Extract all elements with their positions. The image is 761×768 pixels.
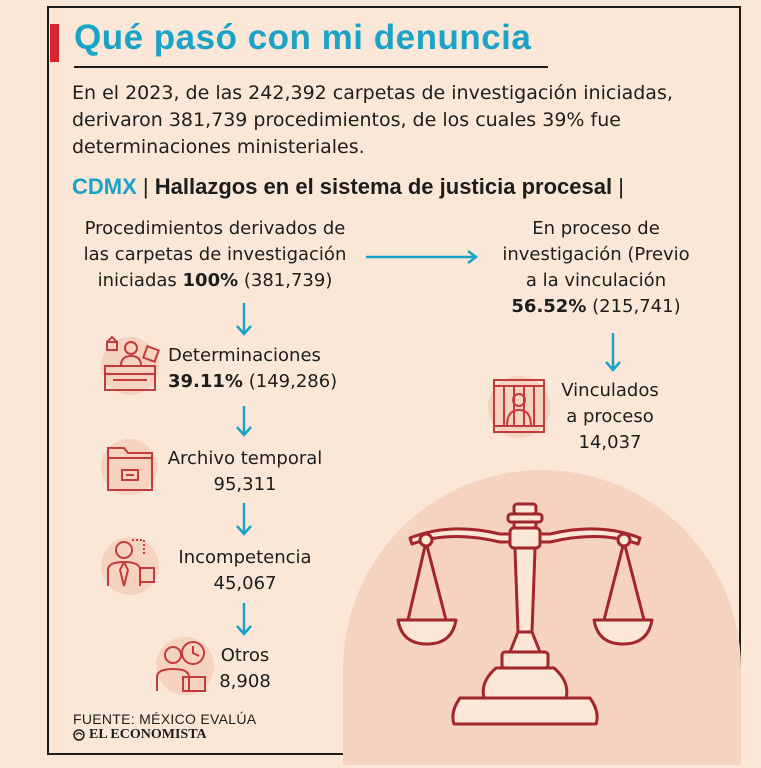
incompetencia-value: 45,067 bbox=[213, 573, 277, 594]
desk-worker-icon bbox=[104, 335, 160, 391]
determinaciones-value: (149,286) bbox=[248, 371, 338, 392]
footer-source: FUENTE: MÉXICO EVALÚA bbox=[73, 711, 257, 727]
node-root-line3: iniciadas bbox=[97, 270, 183, 291]
subhead-heading: Hallazgos en el sistema de justicia proc… bbox=[154, 174, 613, 199]
otros-label: Otros bbox=[220, 645, 270, 666]
node-proceso: En proceso de investigación (Previo a la… bbox=[488, 216, 704, 320]
archivo-label: Archivo temporal bbox=[167, 448, 323, 469]
jail-icon bbox=[493, 379, 545, 433]
vinculados-line1: Vinculados bbox=[561, 380, 659, 401]
node-root-pct: 100% bbox=[182, 270, 239, 291]
title-underline bbox=[74, 66, 548, 68]
archivo-value: 95,311 bbox=[213, 474, 277, 495]
node-determinaciones: Determinaciones 39.11% (149,286) bbox=[168, 343, 368, 395]
brand-logo-icon bbox=[73, 729, 85, 741]
subhead-trailing: | bbox=[618, 174, 624, 199]
node-archivo: Archivo temporal 95,311 bbox=[160, 446, 330, 498]
footer-brand-name: EL ECONOMISTA bbox=[89, 727, 207, 742]
node-proceso-value: (215,741) bbox=[592, 296, 681, 317]
clock-person-icon bbox=[156, 641, 206, 692]
subhead-place: CDMX bbox=[72, 174, 137, 199]
footer-brand: EL ECONOMISTA bbox=[73, 727, 207, 743]
node-proceso-line1: En proceso de bbox=[532, 218, 660, 239]
determinaciones-label: Determinaciones bbox=[168, 345, 321, 366]
node-proceso-line3: a la vinculación bbox=[525, 270, 667, 291]
node-vinculados: Vinculados a proceso 14,037 bbox=[548, 378, 672, 456]
incompetencia-label: Incompetencia bbox=[178, 547, 312, 568]
file-folder-icon bbox=[107, 447, 153, 491]
node-root-line2: las carpetas de investigación bbox=[83, 244, 347, 265]
arrow-right-icon bbox=[366, 250, 479, 264]
justice-scale-icon bbox=[396, 502, 654, 726]
title-accent-bar bbox=[50, 24, 59, 62]
subhead-separator: | bbox=[142, 174, 149, 199]
arrow-down-icon bbox=[236, 503, 252, 536]
node-otros: Otros 8,908 bbox=[214, 643, 276, 695]
determinaciones-pct: 39.11% bbox=[168, 371, 243, 392]
node-root-value: (381,739) bbox=[243, 270, 333, 291]
intro-paragraph: En el 2023, de las 242,392 carpetas de i… bbox=[72, 82, 673, 158]
vinculados-line2: a proceso bbox=[566, 406, 654, 427]
arrow-down-icon bbox=[236, 406, 252, 437]
section-subheading: CDMX | Hallazgos en el sistema de justic… bbox=[72, 174, 624, 200]
thumbs-down-person-icon bbox=[107, 539, 155, 587]
vinculados-value: 14,037 bbox=[578, 432, 642, 453]
node-root-line1: Procedimientos derivados de bbox=[84, 218, 346, 239]
arrow-down-icon bbox=[236, 303, 252, 336]
otros-value: 8,908 bbox=[219, 671, 271, 692]
node-root: Procedimientos derivados de las carpetas… bbox=[70, 216, 360, 294]
arrow-down-icon bbox=[605, 333, 621, 372]
node-proceso-line2: investigación (Previo bbox=[502, 244, 690, 265]
arrow-down-icon bbox=[236, 603, 252, 636]
node-incompetencia: Incompetencia 45,067 bbox=[170, 545, 320, 597]
node-proceso-pct: 56.52% bbox=[511, 296, 587, 317]
page-title: Qué pasó con mi denuncia bbox=[74, 18, 532, 57]
